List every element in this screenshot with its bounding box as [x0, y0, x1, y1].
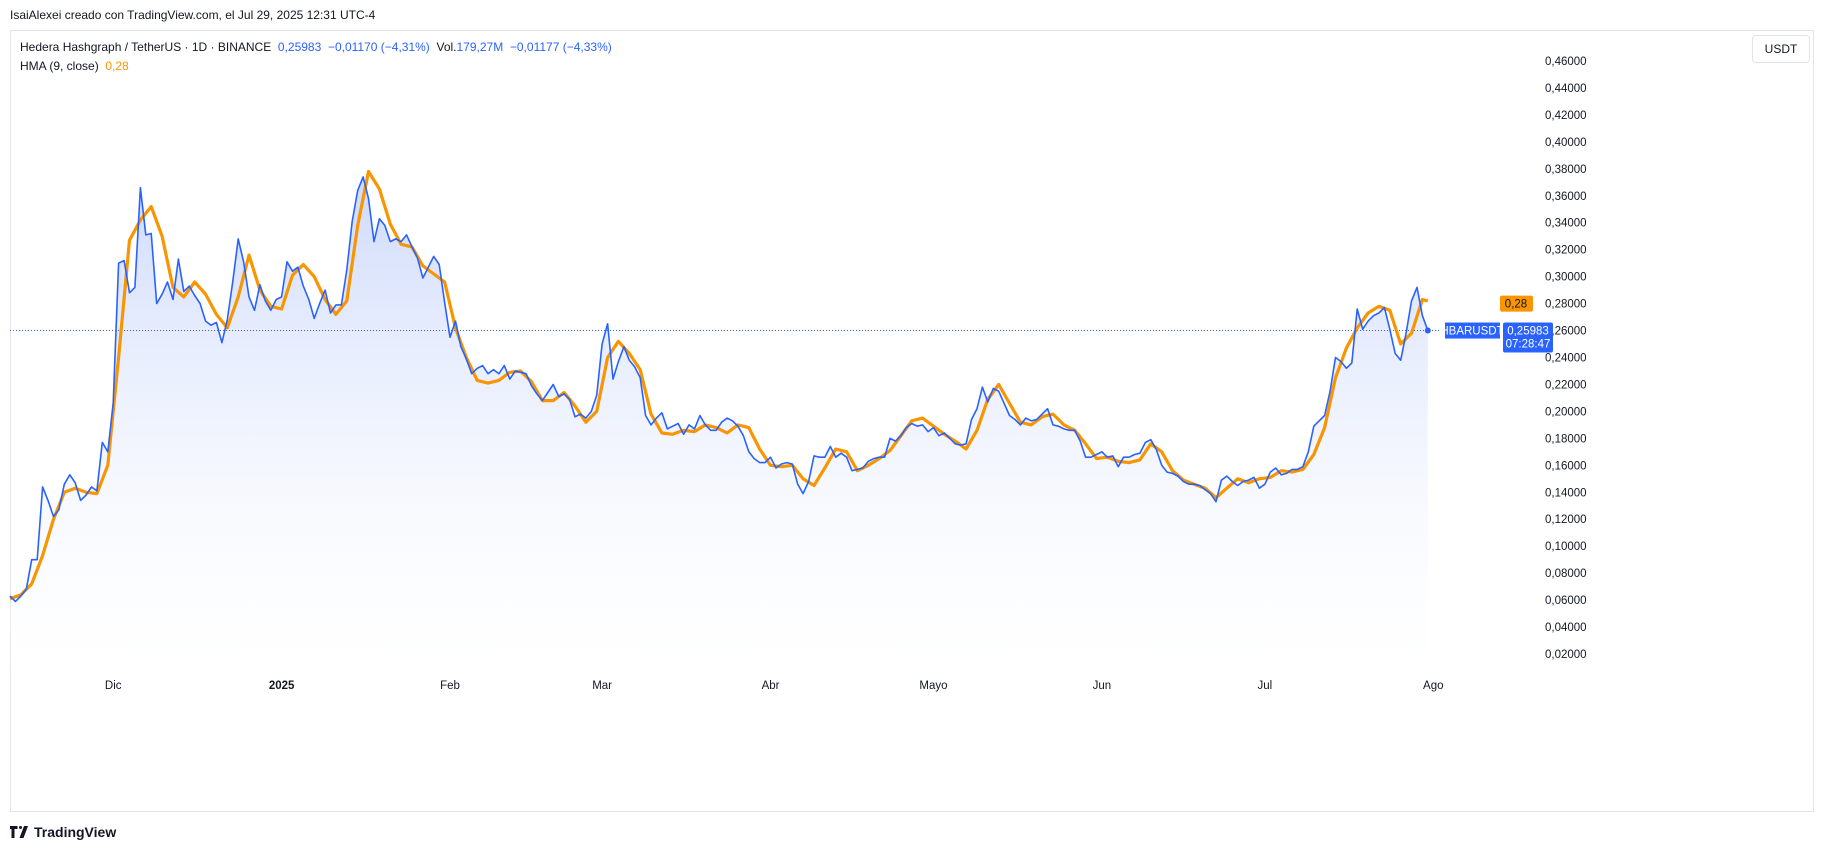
y-tick-label: 0,08000: [1545, 568, 1587, 580]
y-tick-label: 0,14000: [1545, 487, 1587, 499]
x-tick-label: Mar: [592, 680, 612, 692]
y-tick-label: 0,34000: [1545, 218, 1587, 230]
x-axis: Dic 2025 Feb Mar Abr Mayo Jun Jul Ago: [105, 680, 1444, 692]
currency-button[interactable]: USDT: [1752, 35, 1810, 63]
symbol-tag: [1445, 322, 1500, 339]
tradingview-logo[interactable]: TradingView: [10, 824, 116, 840]
x-tick-label: Ago: [1423, 680, 1443, 692]
y-tick-label: 0,28000: [1545, 299, 1587, 311]
price-line: [9, 176, 1429, 603]
tradingview-logo-icon: [10, 826, 28, 838]
y-tick-label: 0,04000: [1545, 622, 1587, 634]
legend-hma-label[interactable]: HMA (9, close): [20, 59, 99, 73]
x-tick-label: Mayo: [919, 680, 947, 692]
y-tick-label: 0,18000: [1545, 433, 1587, 445]
x-tick-label: Feb: [440, 680, 460, 692]
hma-price-tag: [1500, 295, 1533, 312]
symbol-tag-text: HBARUSDT: [1440, 326, 1503, 338]
last-price-tag: [1503, 322, 1553, 353]
chart-attribution: IsaiAlexei creado con TradingView.com, e…: [10, 8, 376, 22]
y-tick-label: 0,20000: [1545, 406, 1587, 418]
y-tick-label: 0,44000: [1545, 83, 1587, 95]
y-tick-label: 0,32000: [1545, 245, 1587, 257]
legend-price: 0,25983: [277, 40, 322, 54]
legend-change: −0,01170 (−4,31%): [327, 40, 430, 54]
last-price-dot: [1424, 327, 1431, 334]
legend-hma-value: 0,28: [105, 59, 129, 73]
legend-hma-row: HMA (9, close) 0,28: [20, 57, 612, 76]
y-tick-label: 0,46000: [1545, 56, 1587, 68]
y-tick-label: 0,10000: [1545, 541, 1587, 553]
x-tick-label: 2025: [269, 680, 295, 692]
legend-main-row: Hedera Hashgraph / TetherUS · 1D · BINAN…: [20, 38, 612, 57]
x-tick-label: Dic: [105, 680, 122, 692]
y-axis: 0,46000 0,44000 0,42000 0,40000 0,38000 0,360…: [1545, 56, 1587, 661]
x-tick-label: Abr: [762, 680, 780, 692]
y-tick-label: 0,26000: [1545, 326, 1587, 338]
y-tick-label: 0,38000: [1545, 164, 1587, 176]
last-price-tag-value: 0,25983: [1507, 326, 1549, 338]
y-tick-label: 0,36000: [1545, 191, 1587, 203]
x-tick-label: Jul: [1258, 680, 1273, 692]
y-tick-label: 0,30000: [1545, 272, 1587, 284]
y-tick-label: 0,42000: [1545, 110, 1587, 122]
legend-vol-change: −0,01177 (−4,33%): [509, 40, 612, 54]
y-tick-label: 0,02000: [1545, 649, 1587, 661]
y-tick-label: 0,06000: [1545, 595, 1587, 607]
y-tick-label: 0,22000: [1545, 379, 1587, 391]
tradingview-brand: TradingView: [34, 824, 117, 840]
plot-area: [9, 169, 1440, 670]
y-tick-label: 0,24000: [1545, 353, 1587, 365]
x-tick-label: Jun: [1093, 680, 1112, 692]
chart-frame: [10, 30, 1814, 812]
y-tick-label: 0,16000: [1545, 460, 1587, 472]
chart-legend: Hedera Hashgraph / TetherUS · 1D · BINAN…: [20, 38, 612, 76]
price-area-fill: [10, 176, 1428, 670]
hma-price-tag-text: 0,28: [1505, 299, 1527, 311]
y-tick-label: 0,12000: [1545, 514, 1587, 526]
legend-vol-value: 179,27M: [456, 40, 504, 54]
legend-symbol[interactable]: Hedera Hashgraph / TetherUS · 1D · BINAN…: [20, 40, 272, 54]
last-price-tag-countdown: 07:28:47: [1506, 339, 1551, 351]
y-tick-label: 0,40000: [1545, 137, 1587, 149]
legend-vol-label: Vol.: [436, 40, 457, 54]
